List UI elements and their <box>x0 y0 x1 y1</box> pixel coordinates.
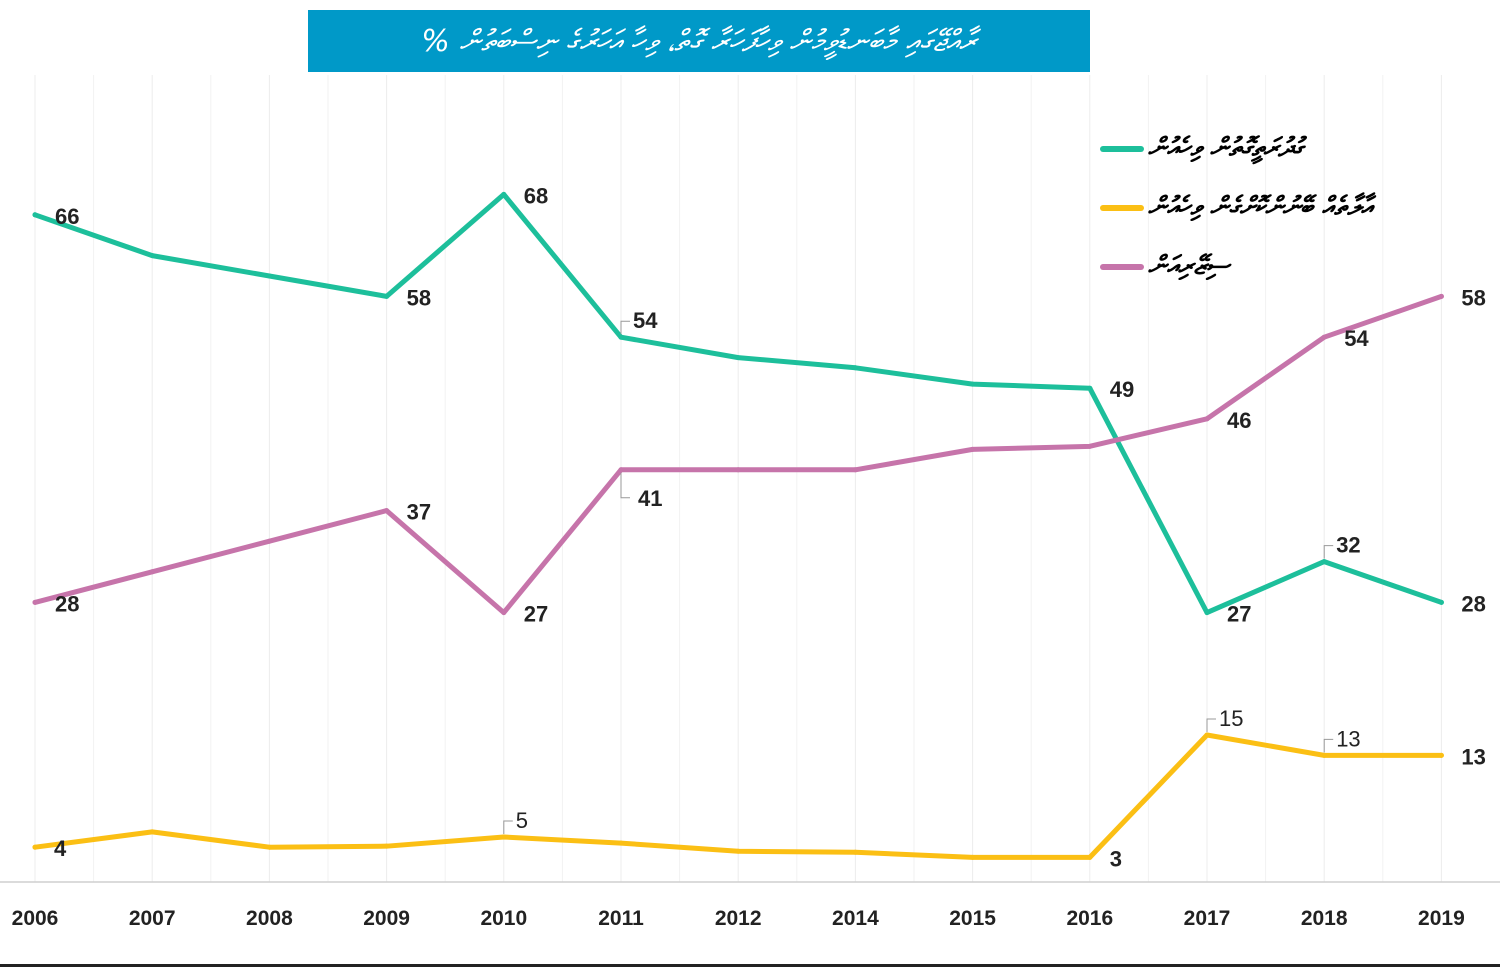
x-tick-label: 2015 <box>949 907 996 930</box>
data-point <box>735 848 741 854</box>
legend-swatch <box>1100 263 1144 270</box>
data-point <box>852 467 858 473</box>
data-label: 15 <box>1219 706 1243 731</box>
x-tick-label: 2009 <box>363 907 410 930</box>
data-label: 49 <box>1110 377 1134 402</box>
x-tick-label: 2007 <box>129 907 176 930</box>
data-point <box>1321 334 1327 340</box>
leader-line <box>620 320 630 335</box>
x-tick-label: 2018 <box>1301 907 1348 930</box>
data-label: 27 <box>524 602 548 627</box>
data-label: 28 <box>55 591 79 616</box>
data-point <box>735 467 741 473</box>
data-point <box>735 355 741 361</box>
data-label: 32 <box>1336 533 1360 558</box>
x-tick-label: 2016 <box>1066 907 1113 930</box>
data-point <box>501 610 507 616</box>
data-point <box>618 334 624 340</box>
data-label: 41 <box>638 486 662 511</box>
data-label: 58 <box>1461 285 1485 310</box>
data-point <box>852 365 858 371</box>
x-tick-label: 2019 <box>1418 907 1465 930</box>
data-label: 3 <box>1110 846 1122 871</box>
data-point <box>1321 752 1327 758</box>
data-point <box>266 844 272 850</box>
data-point <box>1204 416 1210 422</box>
data-point <box>1087 385 1093 391</box>
data-point <box>618 467 624 473</box>
data-point <box>970 854 976 860</box>
legend-label: އާލާތެއް ބޭނުންކޮށްގެން ވިހެއުން <box>1148 192 1373 222</box>
legend-swatch <box>1100 204 1144 211</box>
leader-line <box>1206 718 1216 732</box>
data-point <box>970 381 976 387</box>
data-point <box>32 212 38 218</box>
legend-item-assisted: އާލާތެއް ބޭނުންކޮށްގެން ވިހެއުން <box>1100 192 1372 223</box>
data-label: 58 <box>407 285 431 310</box>
data-point <box>384 508 390 514</box>
x-tick-label: 2012 <box>715 907 762 930</box>
legend-swatch <box>1100 145 1144 152</box>
legend-item-natural: ގުދުރަތީގޮތުން ވިހެއުން <box>1100 133 1304 164</box>
data-point <box>1438 293 1444 299</box>
data-point <box>1204 732 1210 738</box>
data-label: 13 <box>1336 726 1360 751</box>
data-point <box>1438 599 1444 605</box>
data-point <box>266 273 272 279</box>
legend-item-cesarean: ސިޒޭރިއަން <box>1100 251 1229 282</box>
data-point <box>618 840 624 846</box>
data-label: 4 <box>54 836 67 861</box>
data-point <box>1087 854 1093 860</box>
x-tick-label: 2008 <box>246 907 293 930</box>
data-point <box>852 849 858 855</box>
data-label: 46 <box>1227 408 1251 433</box>
frame-border <box>0 964 1500 967</box>
data-point <box>1204 610 1210 616</box>
data-label: 68 <box>524 183 548 208</box>
data-point <box>266 538 272 544</box>
x-tick-label: 2017 <box>1184 907 1231 930</box>
data-point <box>384 843 390 849</box>
leader-line <box>503 820 513 834</box>
data-point <box>1087 443 1093 449</box>
data-point <box>970 446 976 452</box>
data-label: 54 <box>1344 326 1369 351</box>
data-point <box>149 569 155 575</box>
leader-line <box>1323 738 1334 753</box>
legend-label: ސިޒޭރިއަން <box>1148 251 1230 281</box>
data-point <box>1438 752 1444 758</box>
data-label: 13 <box>1461 744 1485 769</box>
data-point <box>32 599 38 605</box>
data-point <box>32 844 38 850</box>
data-label: 66 <box>55 204 79 229</box>
data-point <box>149 253 155 259</box>
x-tick-label: 2011 <box>598 907 644 930</box>
data-label: 5 <box>516 808 528 833</box>
data-label: 54 <box>633 308 658 333</box>
data-label: 28 <box>1461 591 1485 616</box>
chart-title: ރާއްޖޭގައި މާބަނޑުވީމުން ވިހާފަހަރާ ގޮތް… <box>308 10 1090 72</box>
legend-label: ގުދުރަތީގޮތުން ވިހެއުން <box>1148 133 1304 163</box>
data-point <box>501 191 507 197</box>
leader-line <box>620 472 630 499</box>
data-label: 37 <box>407 500 431 525</box>
x-tick-label: 2014 <box>832 907 879 930</box>
leader-line <box>1323 545 1334 559</box>
data-point <box>501 834 507 840</box>
data-label: 27 <box>1227 602 1251 627</box>
x-tick-label: 2006 <box>12 907 59 930</box>
x-tick-label: 2010 <box>480 907 527 930</box>
data-point <box>1321 559 1327 565</box>
data-point <box>384 293 390 299</box>
data-point <box>149 829 155 835</box>
